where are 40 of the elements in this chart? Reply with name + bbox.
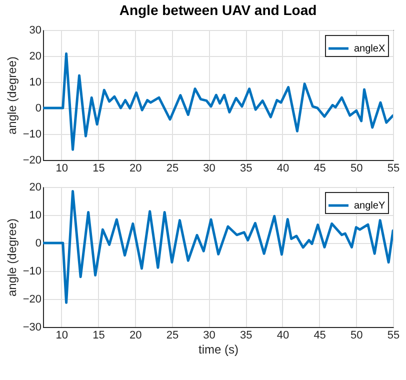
legend-label: angleX <box>354 44 386 54</box>
y-tick-label: 20 <box>29 50 42 62</box>
y-tick-label: 10 <box>29 76 42 88</box>
x-tick-label: 30 <box>203 162 216 174</box>
x-tick-label: 40 <box>276 162 290 174</box>
x-tick-label: 10 <box>56 162 68 174</box>
x-tick-label: 20 <box>129 162 142 174</box>
x-tick-label: 45 <box>314 330 326 342</box>
x-tick-label: 50 <box>350 162 363 174</box>
y-tick-label: −30 <box>22 322 42 334</box>
y-tick-label: −10 <box>22 128 42 140</box>
x-tick-label: 20 <box>129 330 142 342</box>
y-tick-label: 0 <box>35 238 42 250</box>
x-tick-label: 25 <box>166 330 179 342</box>
y-tick-label: −10 <box>22 266 42 278</box>
x-tick-label: 40 <box>276 330 290 342</box>
x-tick-label: 25 <box>166 162 179 174</box>
y-tick-label: 30 <box>29 24 42 36</box>
x-tick-label: 10 <box>56 330 68 342</box>
y-tick-label: 0 <box>35 102 42 114</box>
y-tick-label: 10 <box>29 210 42 222</box>
x-tick-label: 50 <box>350 330 363 342</box>
y-tick-label: −20 <box>22 154 42 166</box>
y-tick-label: −20 <box>22 294 42 306</box>
x-tick-label: 45 <box>314 162 326 174</box>
legend-label: angleY <box>354 200 386 212</box>
x-tick-label: 55 <box>387 162 400 174</box>
line-series <box>43 190 393 304</box>
x-tick-label: 30 <box>203 330 216 342</box>
x-tick-label: 55 <box>387 330 400 342</box>
y-axis-title: angle (degree) <box>4 218 19 297</box>
x-tick-label: 35 <box>240 162 252 174</box>
line-series <box>43 52 393 151</box>
x-tick-label: 15 <box>92 162 105 174</box>
x-tick-label: 15 <box>92 330 105 342</box>
x-axis-title: time (s) <box>198 342 238 356</box>
chart-title: Angle between UAV and Load <box>119 2 317 18</box>
x-tick-label: 35 <box>240 330 252 342</box>
y-tick-label: 20 <box>29 182 42 194</box>
y-axis-title: angle (degree) <box>4 56 19 135</box>
